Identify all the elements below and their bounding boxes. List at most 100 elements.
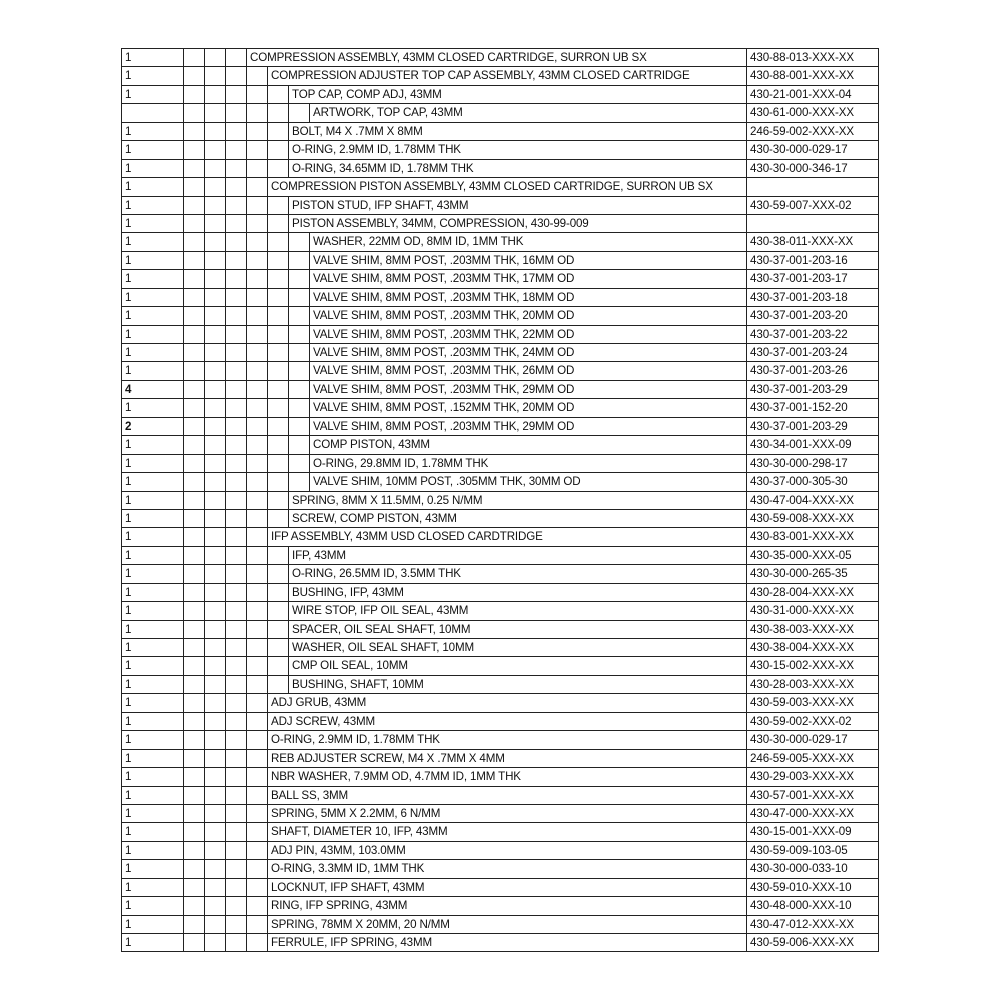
description-text: PISTON STUD, IFP SHAFT, 43MM — [292, 198, 469, 212]
indent-spacer — [247, 288, 268, 307]
quantity-cell: 1 — [122, 860, 184, 878]
empty-cell — [205, 528, 226, 546]
table-row: 1 WASHER, 22MM OD, 8MM ID, 1MM THK 430-38-… — [122, 233, 879, 252]
empty-cell — [184, 509, 205, 528]
indent-spacer — [247, 546, 268, 565]
indent-spacer — [247, 436, 268, 454]
description-text: CMP OIL SEAL, 10MM — [292, 659, 408, 673]
empty-cell — [226, 122, 247, 141]
quantity-cell: 1 — [122, 85, 184, 104]
table-row: 1 VALVE SHIM, 8MM POST, .203MM THK, 16MM … — [122, 251, 879, 271]
empty-cell — [226, 602, 247, 620]
empty-cell — [184, 583, 205, 602]
empty-cell — [184, 159, 205, 178]
indent-spacer — [247, 915, 268, 933]
quantity-cell: 1 — [122, 565, 184, 583]
quantity-cell: 1 — [122, 712, 184, 731]
indent-spacer — [268, 233, 289, 251]
description-text: VALVE SHIM, 8MM POST, .203MM THK, 17MM O… — [313, 272, 575, 286]
indent-spacer — [268, 399, 289, 417]
empty-cell — [184, 436, 205, 454]
empty-cell — [226, 344, 247, 362]
description-cell: SHAFT, DIAMETER 10, IFP, 43MM — [247, 823, 747, 841]
indent-spacer — [247, 878, 268, 897]
quantity-cell: 1 — [122, 122, 184, 141]
quantity-cell: 1 — [122, 362, 184, 380]
description-text: WIRE STOP, IFP OIL SEAL, 43MM — [292, 604, 469, 618]
part-number-cell: 430-29-003-XXX-XX — [747, 768, 879, 786]
table-row: 1 SPRING, 8MM X 11.5MM, 0.25 N/MM 430-47-0… — [122, 491, 879, 510]
empty-cell — [205, 749, 226, 768]
indent-spacer — [247, 528, 268, 546]
indent-spacer — [268, 85, 289, 104]
table-row: 1 WASHER, OIL SEAL SHAFT, 10MM 430-38-004-… — [122, 639, 879, 658]
indent-spacer — [247, 583, 268, 602]
part-number-cell: 430-21-001-XXX-04 — [747, 85, 879, 104]
description-cell: COMPRESSION ASSEMBLY, 43MM CLOSED CARTRI… — [247, 49, 747, 67]
table-row: 1 TOP CAP, COMP ADJ, 43MM 430-21-001-XXX-0… — [122, 85, 879, 105]
indent-spacer — [268, 436, 289, 454]
empty-cell — [226, 915, 247, 933]
empty-cell — [184, 491, 205, 509]
empty-cell — [184, 712, 205, 731]
empty-cell — [205, 841, 226, 860]
description-cell: WASHER, 22MM OD, 8MM ID, 1MM THK — [247, 233, 747, 251]
description-text: VALVE SHIM, 10MM POST, .305MM THK, 30MM … — [313, 475, 581, 489]
description-text: NBR WASHER, 7.9MM OD, 4.7MM ID, 1MM THK — [271, 770, 521, 784]
table-row: 1 BUSHING, SHAFT, 10MM 430-28-003-XXX-XX — [122, 675, 879, 695]
part-number-cell: 430-59-009-103-05 — [747, 841, 879, 860]
indent-spacer — [289, 473, 310, 491]
table-row: 1 FERRULE, IFP SPRING, 43MM 430-59-006-XXX… — [122, 934, 879, 953]
quantity-cell: 1 — [122, 804, 184, 823]
description-text: VALVE SHIM, 8MM POST, .203MM THK, 29MM O… — [313, 419, 575, 433]
description-text: BUSHING, IFP, 43MM — [292, 585, 404, 599]
empty-cell — [226, 67, 247, 85]
part-number-cell: 430-30-000-029-17 — [747, 731, 879, 749]
description-cell: SPRING, 78MM X 20MM, 20 N/MM — [247, 915, 747, 933]
quantity-cell: 1 — [122, 897, 184, 915]
description-text: O-RING, 2.9MM ID, 1.78MM THK — [292, 143, 461, 157]
indent-spacer — [247, 841, 268, 860]
empty-cell — [226, 934, 247, 952]
empty-cell — [205, 104, 226, 122]
indent-spacer — [247, 307, 268, 325]
quantity-cell — [122, 104, 184, 122]
indent-spacer — [247, 768, 268, 786]
empty-cell — [205, 325, 226, 343]
empty-cell — [205, 583, 226, 602]
empty-cell — [184, 85, 205, 104]
description-cell: VALVE SHIM, 8MM POST, .152MM THK, 20MM O… — [247, 399, 747, 417]
description-cell: SPACER, OIL SEAL SHAFT, 10MM — [247, 620, 747, 638]
description-cell: TOP CAP, COMP ADJ, 43MM — [247, 85, 747, 104]
empty-cell — [205, 141, 226, 159]
description-text: VALVE SHIM, 8MM POST, .152MM THK, 20MM O… — [313, 401, 575, 415]
part-number-cell: 430-28-003-XXX-XX — [747, 675, 879, 694]
quantity-cell: 1 — [122, 786, 184, 804]
empty-cell — [184, 141, 205, 159]
empty-cell — [226, 860, 247, 878]
indent-spacer — [247, 454, 268, 473]
part-number-cell: 430-59-006-XXX-XX — [747, 934, 879, 952]
indent-spacer — [247, 731, 268, 749]
empty-cell — [184, 288, 205, 307]
indent-spacer — [289, 325, 310, 343]
indent-spacer — [268, 196, 289, 214]
indent-spacer — [268, 620, 289, 638]
description-text: FERRULE, IFP SPRING, 43MM — [271, 936, 432, 949]
empty-cell — [205, 178, 226, 196]
indent-spacer — [289, 399, 310, 417]
quantity-cell: 1 — [122, 657, 184, 675]
description-text: SCREW, COMP PISTON, 43MM — [292, 511, 457, 525]
empty-cell — [226, 491, 247, 509]
empty-cell — [205, 233, 226, 251]
indent-spacer — [247, 417, 268, 436]
description-text: IFP ASSEMBLY, 43MM USD CLOSED CARDTRIDGE — [271, 530, 543, 544]
empty-cell — [226, 473, 247, 491]
description-cell: CMP OIL SEAL, 10MM — [247, 657, 747, 675]
empty-cell — [184, 214, 205, 233]
indent-spacer — [289, 344, 310, 362]
part-number-cell: 430-48-000-XXX-10 — [747, 897, 879, 915]
empty-cell — [226, 307, 247, 325]
description-cell: IFP, 43MM — [247, 546, 747, 565]
indent-spacer — [247, 85, 268, 104]
